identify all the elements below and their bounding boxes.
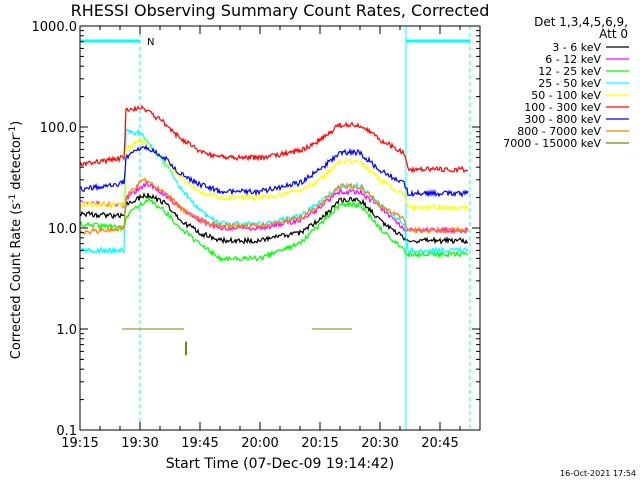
y-tick-label: 1000.0 bbox=[32, 20, 78, 35]
series-50-100-kev bbox=[79, 138, 469, 213]
legend-header-line-2: Att 0 bbox=[599, 27, 628, 41]
axes: 0.1 1.0 10.0 100.0 1000.0 19:15 19:30 19:45 20:0… bbox=[32, 20, 481, 451]
x-tick-label: 20:30 bbox=[361, 436, 398, 451]
legend-label-50-100-kev: 50 - 100 keV bbox=[531, 89, 601, 102]
y-tick-label: 10.0 bbox=[48, 222, 77, 237]
legend-header-line-1: Det 1,3,4,5,6,9, bbox=[534, 15, 628, 29]
series-6-12-kev bbox=[79, 181, 469, 235]
series-300-800-kev bbox=[79, 144, 469, 198]
y-axis-label-end: ) bbox=[9, 121, 24, 126]
x-tick-label: 19:45 bbox=[181, 436, 218, 451]
x-tick-label: 20:45 bbox=[421, 436, 458, 451]
series-layer bbox=[79, 104, 469, 356]
series-line-12-25-kev bbox=[79, 196, 469, 263]
series-line-300-800-kev bbox=[79, 144, 469, 198]
y-tick-label: 1.0 bbox=[56, 323, 77, 338]
y-axis-label-sup-1: -1 bbox=[8, 194, 18, 203]
series-800-7000-kev bbox=[79, 177, 469, 236]
y-axis-label-sup-2: -1 bbox=[8, 126, 18, 135]
x-axis-label: Start Time (07-Dec-09 19:14:42) bbox=[166, 456, 394, 472]
series-100-300-kev bbox=[79, 104, 469, 174]
series-line-100-300-kev bbox=[79, 104, 469, 174]
series-line-3-6-kev bbox=[79, 192, 469, 245]
series-7000-15000-kev bbox=[122, 328, 352, 356]
legend-label-100-300-kev: 100 - 300 keV bbox=[524, 101, 601, 114]
y-axis-label-mid: detector bbox=[9, 134, 24, 194]
y-tick-label: 0.1 bbox=[56, 424, 77, 439]
legend-label-7000-15000-kev: 7000 - 15000 keV bbox=[503, 137, 601, 150]
legend-label-12-25-kev: 12 - 25 keV bbox=[538, 65, 601, 78]
x-tick-label: 20:15 bbox=[301, 436, 338, 451]
x-tick-label: 19:30 bbox=[121, 436, 158, 451]
x-tick-label: 20:00 bbox=[241, 436, 278, 451]
series-12-25-kev bbox=[79, 196, 469, 263]
night-marker-label: N bbox=[147, 37, 154, 48]
series-line-50-100-kev bbox=[79, 138, 469, 213]
y-axis-label: Corrected Count Rate (s-1 detector-1) bbox=[8, 121, 24, 359]
series-3-6-kev bbox=[79, 192, 469, 245]
legend-label-25-50-kev: 25 - 50 keV bbox=[538, 77, 601, 90]
chart-title: RHESSI Observing Summary Count Rates, Co… bbox=[71, 1, 490, 20]
y-tick-label: 100.0 bbox=[40, 121, 77, 136]
y-axis-label-main: Corrected Count Rate (s bbox=[9, 203, 24, 360]
legend-label-800-7000-kev: 800 - 7000 keV bbox=[517, 125, 601, 138]
series-line-6-12-kev bbox=[79, 181, 469, 235]
footer-date: 16-Oct-2021 17:54 bbox=[560, 469, 636, 478]
series-line-800-7000-kev bbox=[79, 177, 469, 236]
legend-label-3-6-kev: 3 - 6 keV bbox=[552, 41, 601, 54]
legend-label-300-800-kev: 300 - 800 keV bbox=[524, 113, 601, 126]
legend-label-6-12-kev: 6 - 12 keV bbox=[545, 53, 601, 66]
x-tick-label: 19:15 bbox=[61, 436, 98, 451]
